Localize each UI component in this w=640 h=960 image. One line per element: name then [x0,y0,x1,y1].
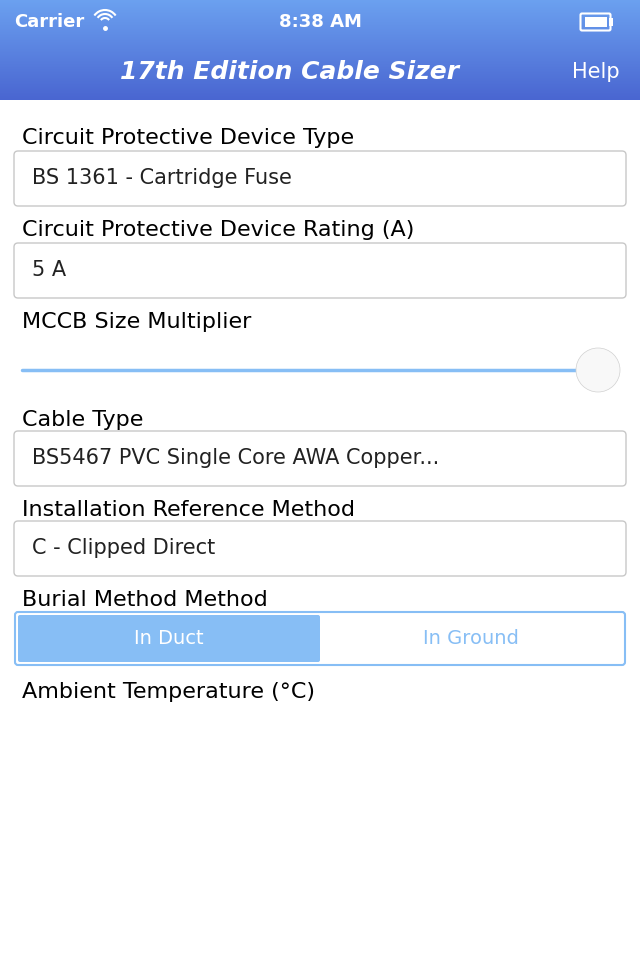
FancyBboxPatch shape [15,612,625,665]
FancyBboxPatch shape [18,615,320,662]
Text: Circuit Protective Device Type: Circuit Protective Device Type [22,128,354,148]
Text: BS 1361 - Cartridge Fuse: BS 1361 - Cartridge Fuse [32,169,292,188]
Text: Cable Type: Cable Type [22,410,143,430]
FancyBboxPatch shape [14,431,626,486]
FancyBboxPatch shape [14,243,626,298]
Text: 8:38 AM: 8:38 AM [278,13,362,31]
Text: In Ground: In Ground [423,629,519,648]
FancyBboxPatch shape [14,521,626,576]
Text: Ambient Temperature (°C): Ambient Temperature (°C) [22,682,315,702]
Text: In Duct: In Duct [134,629,204,648]
Text: BS5467 PVC Single Core AWA Copper...: BS5467 PVC Single Core AWA Copper... [32,448,439,468]
Text: C - Clipped Direct: C - Clipped Direct [32,539,215,559]
Text: Circuit Protective Device Rating (A): Circuit Protective Device Rating (A) [22,220,414,240]
FancyBboxPatch shape [14,151,626,206]
Text: MCCB Size Multiplier: MCCB Size Multiplier [22,312,252,332]
FancyBboxPatch shape [609,18,613,26]
Circle shape [576,348,620,392]
Text: 17th Edition Cable Sizer: 17th Edition Cable Sizer [120,60,460,84]
Text: 5 A: 5 A [32,260,66,280]
Text: Installation Reference Method: Installation Reference Method [22,500,355,520]
Text: Carrier: Carrier [14,13,84,31]
FancyBboxPatch shape [585,17,607,27]
Text: Burial Method Method: Burial Method Method [22,590,268,610]
Text: Help: Help [572,62,620,82]
